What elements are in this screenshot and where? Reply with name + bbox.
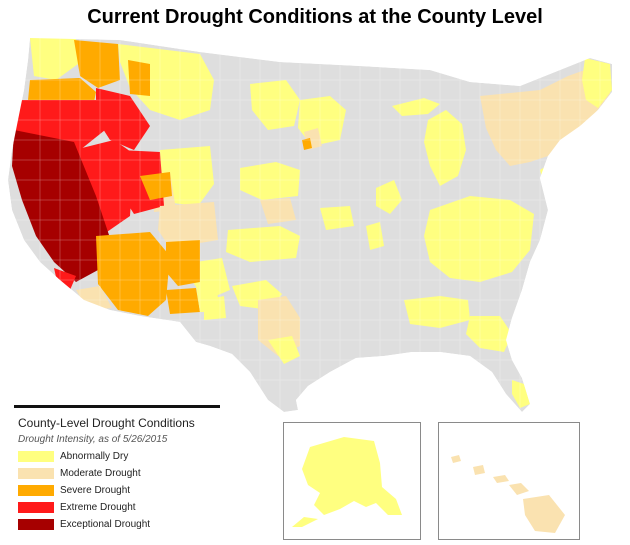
- legend-swatch: [18, 468, 54, 479]
- florida-dry: [512, 380, 530, 408]
- legend-label: Moderate Drought: [60, 468, 141, 479]
- legend-label: Extreme Drought: [60, 502, 136, 513]
- nebraska-dry: [226, 226, 300, 262]
- nm-dry: [196, 284, 220, 312]
- legend-swatch: [18, 519, 54, 530]
- legend-swatch: [18, 485, 54, 496]
- utah-severe: [140, 172, 172, 200]
- legend-divider: [14, 405, 220, 408]
- michigan-dry: [424, 110, 466, 186]
- hawaii-inset: [438, 422, 580, 540]
- legend-item-moderate-drought: Moderate Drought: [18, 467, 141, 480]
- kansas-moderate: [260, 198, 296, 224]
- minnesota-severe: [302, 138, 312, 150]
- legend-label: Severe Drought: [60, 485, 131, 496]
- iowa-dry: [320, 206, 354, 230]
- arizona-severe: [96, 232, 170, 316]
- legend-item-abnormally-dry: Abnormally Dry: [18, 450, 128, 463]
- legend-item-severe-drought: Severe Drought: [18, 484, 130, 497]
- legend-label: Abnormally Dry: [60, 451, 129, 462]
- washington-dry: [30, 38, 78, 80]
- legend-item-extreme-drought: Extreme Drought: [18, 501, 136, 514]
- new-mexico-severe: [166, 240, 200, 286]
- legend-heading: County-Level Drought Conditions: [18, 416, 195, 430]
- new-mexico-south-severe: [166, 288, 200, 314]
- ohio-valley-dry: [424, 196, 534, 282]
- idaho-severe: [128, 60, 150, 96]
- texas-dry: [268, 336, 300, 364]
- map-title: Current Drought Conditions at the County…: [87, 6, 543, 28]
- south-dakota-dry: [240, 162, 300, 200]
- washington-severe: [74, 40, 120, 88]
- idaho-extreme: [96, 88, 150, 150]
- legend-label: Exceptional Drought: [60, 519, 151, 530]
- alaska-inset: [283, 422, 421, 540]
- southeast-dry: [466, 316, 512, 352]
- north-dakota-dry: [250, 80, 300, 130]
- legend-swatch: [18, 451, 54, 462]
- legend-swatch: [18, 502, 54, 513]
- indiana-dry: [366, 222, 384, 250]
- legend-subheading: Drought Intensity, as of 5/26/2015: [18, 434, 168, 445]
- maine-abnormally-dry: [582, 58, 612, 108]
- alaska-map: [292, 437, 402, 527]
- county-grid: [0, 30, 630, 420]
- northeast-moderate: [480, 66, 610, 166]
- illinois-dry: [376, 180, 402, 214]
- legend-item-exceptional-drought: Exceptional Drought: [18, 518, 150, 531]
- outside-mask: [0, 30, 630, 430]
- colorado-moderate: [158, 202, 218, 248]
- california-exceptional: [12, 130, 112, 282]
- hawaii-map: [451, 455, 565, 533]
- upper-michigan-dry: [392, 98, 440, 116]
